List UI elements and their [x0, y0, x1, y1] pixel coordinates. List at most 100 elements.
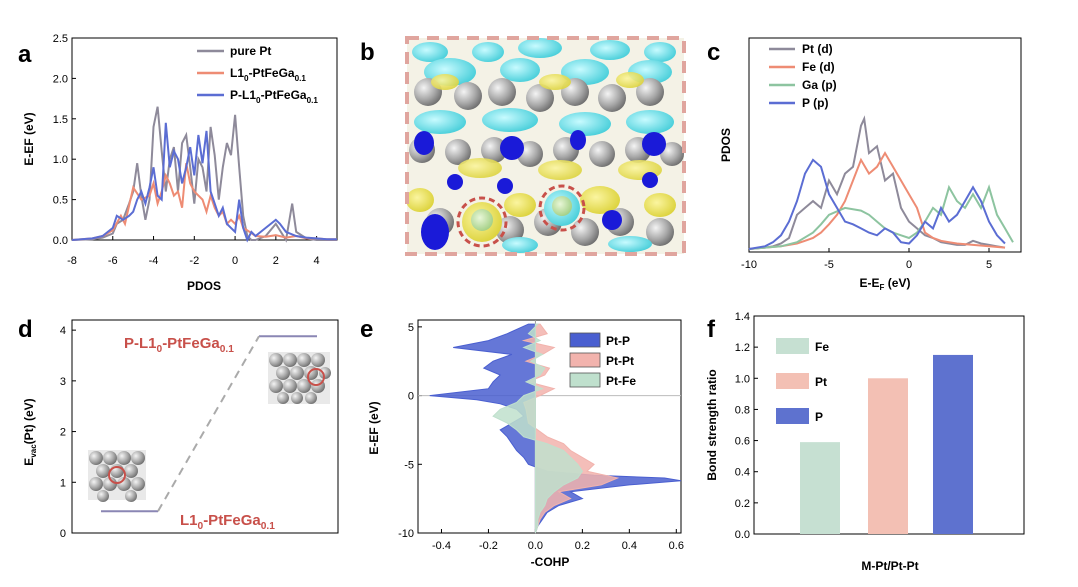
panel-a-x-axis-label: PDOS	[187, 279, 221, 293]
panel-a-series-line-2	[71, 122, 337, 243]
panel-c-series	[748, 115, 1014, 250]
panel-d-y-tick-label: 2	[60, 427, 66, 439]
panel-e-y-tick-label: 5	[408, 322, 414, 334]
panel-d-y-axis-label: Evac(Pt) (eV)	[22, 398, 38, 465]
panel-d-plot-frame	[71, 319, 339, 534]
structure-middle-layer	[409, 108, 684, 180]
panel-d-y-tick-label: 0	[60, 528, 66, 540]
panel-f-bar-fe	[800, 442, 840, 534]
panel-c-x-tick-label: 5	[986, 259, 992, 271]
panel-f-y-tick-label: 1.2	[735, 342, 750, 354]
panel-f-y-tick-label: 0.4	[735, 467, 750, 479]
panel-a-x-ticks: -8 -6 -4 -2 0 2 4	[67, 236, 320, 267]
panel-d-y-ticks: 0 1 2 3 4	[60, 325, 76, 540]
panel-e-x-tick-label: -0.2	[479, 540, 498, 552]
panel-label-f: f	[707, 316, 716, 343]
panel-a-y-tick-label: 2.5	[53, 33, 68, 45]
panel-a-x-tick-label: -4	[149, 255, 159, 267]
panel-c-x-axis-label: E-EF (eV)	[860, 276, 911, 292]
panel-f-y-ticks: 0.0 0.2 0.4 0.6 0.8 1.0 1.2 1.4	[735, 311, 758, 541]
energy-level-low-label-part: L1	[180, 512, 198, 529]
panel-b-structure-image	[405, 36, 686, 256]
panel-e-legend-label: Pt-Pt	[606, 354, 634, 368]
panel-f-legend-swatch	[776, 373, 809, 389]
panel-e-series	[429, 323, 682, 534]
panel-d-y-axis-label-tail: (Pt) (eV)	[22, 398, 36, 444]
panel-f-x-axis-label: M-Pt/Pt-Pt	[861, 559, 918, 573]
panel-a-legend-label-part: -PtFeGa	[249, 66, 295, 80]
panel-f-legend-label: Fe	[815, 340, 829, 354]
panel-e-y-tick-label: -10	[398, 528, 414, 540]
panel-a-legend-label: pure Pt	[230, 44, 271, 58]
energy-level-low-label: L10-PtFeGa0.1	[180, 512, 275, 532]
panel-d-y-axis-label-main: E	[22, 458, 36, 466]
panel-a-y-tick-label: 2.0	[53, 73, 68, 85]
panel-c-legend-label: Pt (d)	[802, 42, 833, 56]
panel-a-series	[71, 106, 337, 243]
panel-e-legend-swatch	[569, 332, 601, 348]
panel-c-x-axis-label-main: E-E	[860, 276, 880, 290]
panel-f-y-tick-label: 1.0	[735, 373, 750, 385]
panel-a-x-tick-label: 2	[273, 255, 279, 267]
energy-level-low-label-part: 0	[198, 521, 204, 532]
panel-e-legend-label: Pt-P	[606, 334, 630, 348]
energy-level-low-label-part: -PtFeGa	[203, 512, 261, 529]
panel-f-legend: Fe Pt P	[776, 338, 829, 424]
energy-level-low-label-part: 0.1	[261, 521, 275, 532]
panel-f-y-tick-label: 1.4	[735, 311, 750, 323]
slab-thumbnail-low	[88, 450, 146, 502]
panel-c-legend-label: P (p)	[802, 96, 828, 110]
panel-e-legend-swatch	[569, 352, 601, 368]
panel-e-legend: Pt-P Pt-Pt Pt-Fe	[569, 332, 636, 388]
panel-a-x-tick-label: -8	[67, 255, 77, 267]
panel-e-chart: -0.4 -0.2 0.0 0.2 0.4 0.6 -10 -5 0 5 -COHP E-EF (…	[367, 319, 684, 569]
panel-c-x-tick-label: -5	[824, 259, 834, 271]
slab-thumbnail-high	[268, 352, 331, 404]
panel-a-legend-label: L10-PtFeGa0.1	[230, 66, 306, 83]
energy-level-high-label-part: P-L1	[124, 335, 157, 352]
panel-e-x-tick-label: 0.0	[528, 540, 543, 552]
panel-d-y-axis-label-sub: vac	[29, 444, 38, 458]
panel-c-x-axis-label-sub: F	[880, 283, 885, 292]
panel-d-energy-levels: L10-PtFeGa0.1P-L10-PtFeGa0.1	[101, 335, 317, 532]
panel-f-y-tick-label: 0.8	[735, 404, 750, 416]
panel-a-x-tick-label: 4	[314, 255, 320, 267]
panel-f-chart: 0.0 0.2 0.4 0.6 0.8 1.0 1.2 1.4 Fe Pt P M-Pt/Pt-P…	[705, 311, 1025, 573]
panel-c-x-axis-label-tail: (eV)	[884, 276, 910, 290]
panel-c-x-tick-label: 0	[906, 259, 912, 271]
panel-a-y-tick-label: 0.5	[53, 195, 68, 207]
panel-label-c: c	[707, 39, 720, 66]
panel-a-legend-label-part: 0.1	[295, 74, 307, 83]
panel-a-x-tick-label: -2	[189, 255, 199, 267]
panel-c-legend: Pt (d) Fe (d) Ga (p) P (p)	[769, 42, 837, 110]
panel-c-x-ticks: -10 -5 0 5	[741, 248, 992, 271]
panel-a-legend-label: P-L10-PtFeGa0.1	[230, 88, 318, 105]
panel-a-legend-label-part: P-L1	[230, 88, 256, 102]
panel-e-series-area-0	[429, 323, 682, 534]
panel-a-legend-label-part: 0	[244, 74, 249, 83]
panel-a-x-tick-label: -6	[108, 255, 118, 267]
panel-e-x-tick-label: 0.6	[669, 540, 684, 552]
panel-c-legend-label: Fe (d)	[802, 60, 835, 74]
panel-a-chart: 0.0 0.5 1.0 1.5 2.0 2.5 -8 -6 -4 -2 0 2 4 PDOS E-EF…	[22, 33, 338, 293]
panel-f-y-tick-label: 0.2	[735, 498, 750, 510]
panel-e-y-tick-label: 0	[408, 391, 414, 403]
panel-d-y-tick-label: 3	[60, 376, 66, 388]
panel-e-x-tick-label: -0.4	[432, 540, 451, 552]
panel-c-x-tick-label: -10	[741, 259, 757, 271]
panel-label-a: a	[18, 41, 32, 68]
panel-a-series-line-1	[71, 163, 337, 241]
energy-level-connector	[157, 335, 260, 512]
structure-dashed-frame	[405, 36, 686, 256]
panel-e-x-tick-label: 0.4	[622, 540, 637, 552]
panel-a-legend-label-part: 0.1	[307, 96, 319, 105]
structure-bottom-layer	[406, 172, 676, 253]
energy-level-high-label: P-L10-PtFeGa0.1	[124, 335, 234, 355]
panel-f-legend-label: P	[815, 410, 823, 424]
panel-e-x-axis-label: -COHP	[531, 555, 570, 569]
panel-f-y-tick-label: 0.6	[735, 436, 750, 448]
panel-e-x-tick-label: 0.2	[575, 540, 590, 552]
panel-f-bar-pt	[868, 378, 908, 534]
panel-a-y-tick-label: 1.0	[53, 154, 68, 166]
